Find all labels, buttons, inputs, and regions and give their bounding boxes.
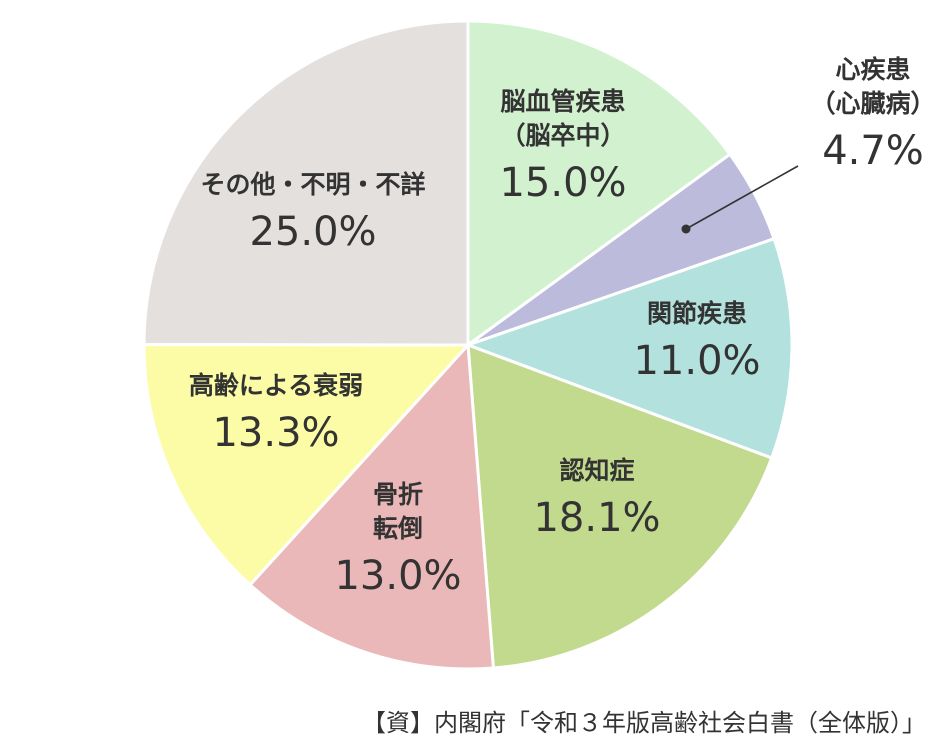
slice-label: （心臓病）	[810, 89, 935, 118]
slice-label: 転倒	[373, 514, 423, 543]
slice-label: 心疾患	[835, 55, 910, 84]
pie-slice	[142, 19, 470, 347]
pie-slice	[466, 342, 774, 670]
slice-value-label: 4.7%	[822, 128, 924, 174]
slice-label: 脳血管疾患	[500, 87, 625, 116]
slice-value-label: 13.3%	[212, 410, 339, 456]
pie-labels: 脳血管疾患 （脳卒中） 15.0% 心疾患 （心臓病） 4.7% 関節疾患 11.0% 認知症 1…	[189, 55, 936, 599]
slice-value-label: 15.0%	[499, 160, 626, 206]
slice-label: その他・不明・不詳	[200, 170, 425, 199]
leader-dot	[681, 224, 691, 234]
pie-slice	[463, 236, 794, 460]
slice-value-label: 18.1%	[533, 495, 660, 541]
slice-label: 骨折	[373, 480, 423, 509]
pie-slice	[142, 342, 472, 587]
pie-slice	[466, 19, 733, 348]
slice-value-label: 11.0%	[633, 338, 760, 384]
slice-label: 高齢による衰弱	[189, 371, 363, 400]
leader-line	[685, 165, 799, 230]
pie-slice	[248, 341, 496, 671]
source-note: 【資】内閣府「令和３年版高齢社会白書（全体版）」	[362, 709, 926, 737]
slice-label: 認知症	[559, 456, 634, 485]
slice-label: （脳卒中）	[500, 121, 625, 150]
slice-value-label: 25.0%	[249, 209, 376, 255]
slice-value-label: 13.0%	[334, 553, 461, 599]
slice-label: 関節疾患	[647, 299, 747, 328]
pie-slices	[142, 19, 794, 671]
